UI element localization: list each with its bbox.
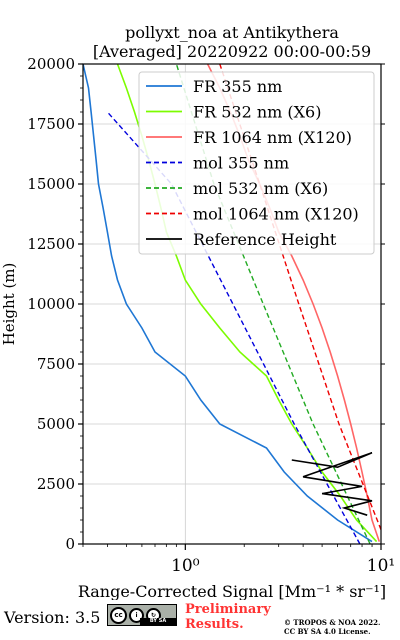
x-axis: 10⁰ 10¹ [82,544,395,576]
x-axis-label: Range-Corrected Signal [Mm⁻¹ * sr⁻¹] [78,582,386,600]
legend: FR 355 nm FR 532 nm (X6) FR 1064 nm (X120)… [138,71,375,255]
chart-subtitle: [Averaged] 20220922 00:00-00:59 [93,42,371,61]
x-tick-label: 10¹ [367,556,395,576]
y-tick-label: 20000 [27,55,75,73]
version-label: Version: 3.5 [4,608,101,627]
legend-label: FR 1064 nm (X120) [193,128,352,147]
x-tick-label: 10⁰ [171,556,200,576]
legend-box [138,71,375,255]
y-tick-label: 0 [65,535,75,553]
copyright-line-1: © TROPOS & NOA 2022. [284,618,381,627]
series-line-0 [83,64,373,543]
y-tick-label: 5000 [37,415,75,433]
series-line-6 [291,452,373,516]
footer: Version: 3.5 cc i ↻ BY SA Preliminary Re… [0,596,400,640]
y-tick-label: 12500 [27,235,75,253]
copyright-line-2: CC BY SA 4.0 License. [284,627,371,636]
copyright-notice: © TROPOS & NOA 2022. CC BY SA 4.0 Licens… [284,618,400,636]
y-tick-label: 7500 [37,355,75,373]
y-tick-label: 2500 [37,475,75,493]
y-tick-label: 15000 [27,175,75,193]
y-tick-label: 17500 [27,115,75,133]
cc-icon: cc [110,606,127,624]
preliminary-line-1: Preliminary [185,602,271,617]
preliminary-notice: Preliminary Results. [185,602,280,632]
legend-label: mol 355 nm [193,154,289,173]
preliminary-line-2: Results. [185,617,244,632]
legend-label: FR 532 nm (X6) [193,103,321,122]
cc-license-badge[interactable]: cc i ↻ BY SA [107,604,177,626]
y-axis-label: Height (m) [0,263,18,346]
license-badge-text: BY SA [140,618,176,625]
legend-label: Reference Height [193,230,337,249]
chart: pollyxt_noa at Antikythera [Averaged] 20… [0,23,395,600]
legend-label: mol 532 nm (X6) [193,179,328,198]
legend-label: FR 355 nm [193,77,282,96]
y-axis: 0 2500 5000 7500 10000 12500 15000 17500 20000 [27,55,385,553]
legend-label: mol 1064 nm (X120) [193,205,359,224]
chart-title: pollyxt_noa at Antikythera [125,23,339,42]
y-tick-label: 10000 [27,295,75,313]
